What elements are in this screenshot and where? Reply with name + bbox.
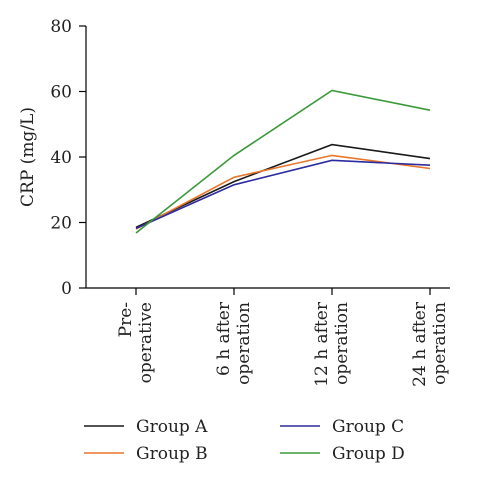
series-line-group-b xyxy=(135,154,431,230)
legend-item: Group C xyxy=(280,417,404,437)
legend: Group A Group B Group C Group D xyxy=(84,417,405,464)
y-axis-title-text: CRP (mg/L) xyxy=(18,107,38,207)
x-tick-label-line: Pre- xyxy=(116,302,136,337)
y-ticks: 0 20 40 60 80 xyxy=(50,17,86,299)
series-line-group-d xyxy=(135,89,431,234)
y-axis-title: CRP (mg/L) xyxy=(18,107,38,207)
series-line-group-a xyxy=(135,143,431,229)
y-tick-label: 60 xyxy=(50,83,72,103)
legend-item: Group A xyxy=(84,417,208,437)
x-ticks: Pre-operative 6 h after operation 12 h afte… xyxy=(116,288,450,387)
x-tick-label: 12 h after operation xyxy=(312,301,352,387)
x-tick-label-line: 6 h after xyxy=(214,301,234,376)
x-tick-label: Pre-operative xyxy=(116,302,156,383)
series-line-group-c xyxy=(135,159,431,230)
x-tick-label-line: operation xyxy=(234,302,254,385)
x-tick-label-line: 24 h after xyxy=(410,301,430,387)
x-tick-label-line: operation xyxy=(332,302,352,385)
y-tick-label: 0 xyxy=(61,279,72,299)
x-tick-label: 6 h after operation xyxy=(214,301,254,385)
legend-item: Group B xyxy=(84,444,208,464)
x-tick-label-line: operative xyxy=(136,302,156,383)
x-tick-label-line: operation xyxy=(430,302,450,385)
legend-label: Group D xyxy=(332,444,405,464)
y-tick-label: 80 xyxy=(50,17,72,37)
legend-label: Group A xyxy=(136,417,208,437)
x-tick-label: 24 h after operation xyxy=(410,301,450,387)
series-lines xyxy=(135,89,431,234)
y-tick-label: 40 xyxy=(50,148,72,168)
axes xyxy=(85,26,450,289)
legend-label: Group B xyxy=(136,444,208,464)
x-tick-label-line: 12 h after xyxy=(312,301,332,387)
legend-label: Group C xyxy=(332,417,404,437)
legend-item: Group D xyxy=(280,444,405,464)
y-tick-label: 20 xyxy=(50,214,72,234)
